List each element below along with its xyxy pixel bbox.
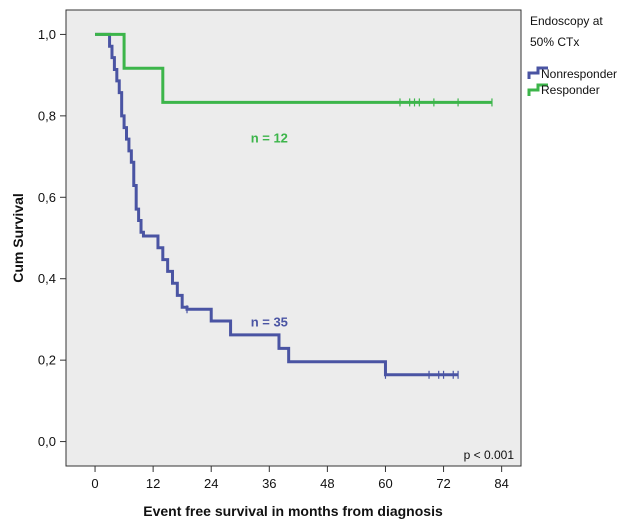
legend-swatch-nonresponder xyxy=(527,66,548,79)
x-axis: 0 12 24 36 48 60 72 84 xyxy=(91,466,509,491)
series-line-responder xyxy=(95,32,492,104)
n-annotation-nonresponder: n = 35 xyxy=(251,314,288,329)
plot-area xyxy=(65,9,522,467)
y-tick-label: 0,8 xyxy=(38,108,56,123)
y-tick-label: 1,0 xyxy=(38,27,56,42)
x-tick-label: 36 xyxy=(262,476,276,491)
p-value-annotation: p < 0.001 xyxy=(464,448,515,462)
x-axis-title: Event free survival in months from diagn… xyxy=(143,503,443,519)
x-tick-label: 24 xyxy=(204,476,218,491)
legend-title-line-2: 50% CTx xyxy=(530,35,579,49)
legend-swatch-responder xyxy=(527,83,548,96)
legend-title-line-1: Endoscopy at xyxy=(530,14,603,28)
y-tick-label: 0,0 xyxy=(38,434,56,449)
annotation-layer: n = 35 n = 12 xyxy=(251,130,288,329)
y-tick-label: 0,4 xyxy=(38,271,56,286)
x-tick-label: 48 xyxy=(320,476,334,491)
x-tick-label: 84 xyxy=(494,476,508,491)
legend-label-nonresponder: Nonresponder xyxy=(541,67,617,81)
series-line-nonresponder xyxy=(95,32,459,377)
legend-label-responder: Responder xyxy=(541,83,600,97)
x-tick-label: 72 xyxy=(436,476,450,491)
x-tick-label: 60 xyxy=(378,476,392,491)
n-annotation-responder: n = 12 xyxy=(251,130,288,145)
x-tick-label: 12 xyxy=(146,476,160,491)
series-layer xyxy=(95,32,493,379)
y-tick-label: 0,2 xyxy=(38,353,56,368)
legend: Endoscopy at 50% CTx Nonresponder Respon… xyxy=(527,14,617,97)
y-axis-title: Cum Survival xyxy=(10,193,26,282)
y-axis: 0,0 0,2 0,4 0,6 0,8 1,0 xyxy=(38,27,66,449)
x-tick-label: 0 xyxy=(91,476,98,491)
y-tick-label: 0,6 xyxy=(38,190,56,205)
